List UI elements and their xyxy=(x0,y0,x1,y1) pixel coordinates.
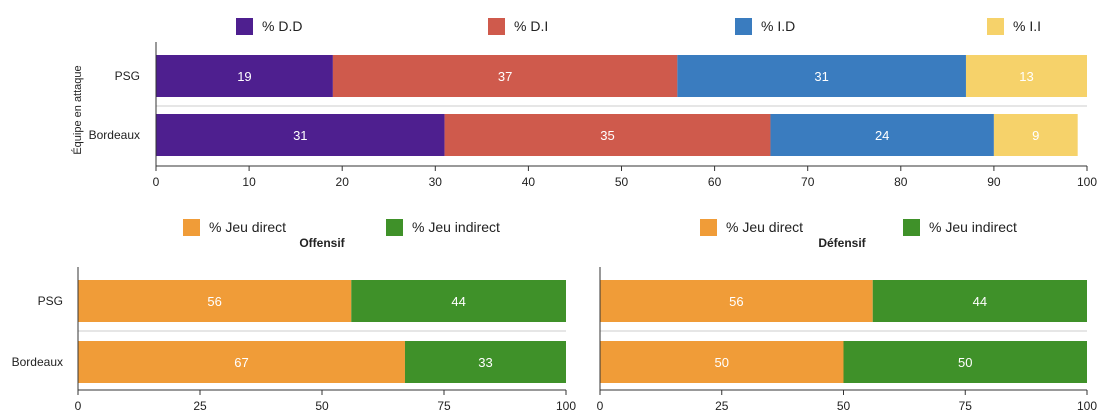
legend-swatch xyxy=(987,18,1004,35)
x-tick-label: 80 xyxy=(894,175,908,189)
legend-label: % I.I xyxy=(1013,18,1041,34)
chart-title: Défensif xyxy=(818,236,866,250)
legend-swatch xyxy=(700,219,717,236)
legend-swatch xyxy=(183,219,200,236)
legend-label: % D.D xyxy=(262,18,302,34)
x-tick-label: 75 xyxy=(959,399,973,413)
data-label-psg-i-d: 31 xyxy=(814,69,828,84)
data-label-psg-jeu-direct: 56 xyxy=(729,294,743,309)
x-tick-label: 25 xyxy=(193,399,207,413)
bar-bordeaux-i-d xyxy=(770,114,994,156)
x-tick-label: 0 xyxy=(153,175,160,189)
x-tick-label: 40 xyxy=(522,175,536,189)
legend-label: % Jeu direct xyxy=(209,219,286,235)
data-label-bordeaux-d-i: 35 xyxy=(600,128,614,143)
bar-psg-jeu-indirect xyxy=(872,280,1087,322)
x-tick-label: 60 xyxy=(708,175,722,189)
data-label-psg-jeu-indirect: 44 xyxy=(973,294,987,309)
x-tick-label: 0 xyxy=(597,399,604,413)
legend-entry-i-i: % I.I xyxy=(987,18,1041,35)
legend-swatch xyxy=(488,18,505,35)
legend-entry-d-d: % D.D xyxy=(236,18,302,35)
legend-label: % I.D xyxy=(761,18,795,34)
data-label-bordeaux-jeu-indirect: 33 xyxy=(478,355,492,370)
legend-swatch xyxy=(735,18,752,35)
bar-psg-jeu-direct xyxy=(78,280,352,322)
bar-bordeaux-d-d xyxy=(156,114,445,156)
x-tick-label: 90 xyxy=(987,175,1001,189)
data-label-psg-i-i: 13 xyxy=(1019,69,1033,84)
x-tick-label: 50 xyxy=(615,175,629,189)
data-label-bordeaux-d-d: 31 xyxy=(293,128,307,143)
legend-entry-i-d: % I.D xyxy=(735,18,795,35)
data-label-psg-jeu-indirect: 44 xyxy=(451,294,465,309)
top-chart: % D.D % D.I % I.D % I.I Équipe en attaque 19 3… xyxy=(71,18,1097,189)
x-tick-label: 25 xyxy=(715,399,729,413)
data-label-psg-jeu-direct: 56 xyxy=(207,294,221,309)
offensive-chart: % Jeu direct % Jeu indirect Offensif 56 44 PS… xyxy=(12,219,576,413)
legend-swatch xyxy=(386,219,403,236)
x-tick-label: 100 xyxy=(556,399,576,413)
bar-psg-i-i xyxy=(965,55,1087,97)
defensive-chart: % Jeu direct % Jeu indirect Défensif 56 44 50… xyxy=(597,219,1097,413)
legend-entry-d-i: % D.I xyxy=(488,18,548,35)
bar-bordeaux-d-i xyxy=(444,114,771,156)
x-tick-label: 20 xyxy=(336,175,350,189)
y-axis-label: Équipe en attaque xyxy=(71,65,84,154)
bar-psg-d-i xyxy=(332,55,678,97)
x-tick-label: 50 xyxy=(837,399,851,413)
x-tick-label: 30 xyxy=(429,175,443,189)
legend-entry-jeu-direct: % Jeu direct xyxy=(700,219,803,236)
legend-entry-jeu-direct: % Jeu direct xyxy=(183,219,286,236)
category-label-bordeaux: Bordeaux xyxy=(12,355,63,369)
bar-bordeaux-i-i xyxy=(993,114,1078,156)
data-label-bordeaux-i-d: 24 xyxy=(875,128,889,143)
chart-title: Offensif xyxy=(299,236,345,250)
legend-label: % Jeu direct xyxy=(726,219,803,235)
legend-swatch xyxy=(236,18,253,35)
bar-psg-jeu-indirect xyxy=(351,280,566,322)
legend-entry-jeu-indirect: % Jeu indirect xyxy=(903,219,1017,236)
legend-entry-jeu-indirect: % Jeu indirect xyxy=(386,219,500,236)
x-tick-label: 70 xyxy=(801,175,815,189)
x-tick-label: 100 xyxy=(1077,399,1097,413)
legend-swatch xyxy=(903,219,920,236)
category-label-psg: PSG xyxy=(38,294,63,308)
x-tick-label: 10 xyxy=(242,175,256,189)
x-tick-label: 100 xyxy=(1077,175,1097,189)
bar-bordeaux-jeu-indirect xyxy=(843,341,1087,383)
data-label-bordeaux-jeu-direct: 67 xyxy=(234,355,248,370)
data-label-psg-d-i: 37 xyxy=(498,69,512,84)
bar-bordeaux-jeu-direct xyxy=(600,341,844,383)
bar-bordeaux-jeu-indirect xyxy=(404,341,566,383)
data-label-psg-d-d: 19 xyxy=(237,69,251,84)
data-label-bordeaux-jeu-indirect: 50 xyxy=(958,355,972,370)
x-tick-label: 75 xyxy=(437,399,451,413)
bar-psg-i-d xyxy=(677,55,966,97)
x-tick-label: 50 xyxy=(315,399,329,413)
legend-label: % Jeu indirect xyxy=(412,219,500,235)
bar-psg-jeu-direct xyxy=(600,280,873,322)
bar-bordeaux-jeu-direct xyxy=(78,341,405,383)
legend-label: % Jeu indirect xyxy=(929,219,1017,235)
legend-label: % D.I xyxy=(514,18,548,34)
x-tick-label: 0 xyxy=(75,399,82,413)
category-label-bordeaux: Bordeaux xyxy=(89,128,140,142)
bar-psg-d-d xyxy=(156,55,333,97)
data-label-bordeaux-jeu-direct: 50 xyxy=(715,355,729,370)
data-label-bordeaux-i-i: 9 xyxy=(1032,128,1039,143)
category-label-psg: PSG xyxy=(115,69,140,83)
